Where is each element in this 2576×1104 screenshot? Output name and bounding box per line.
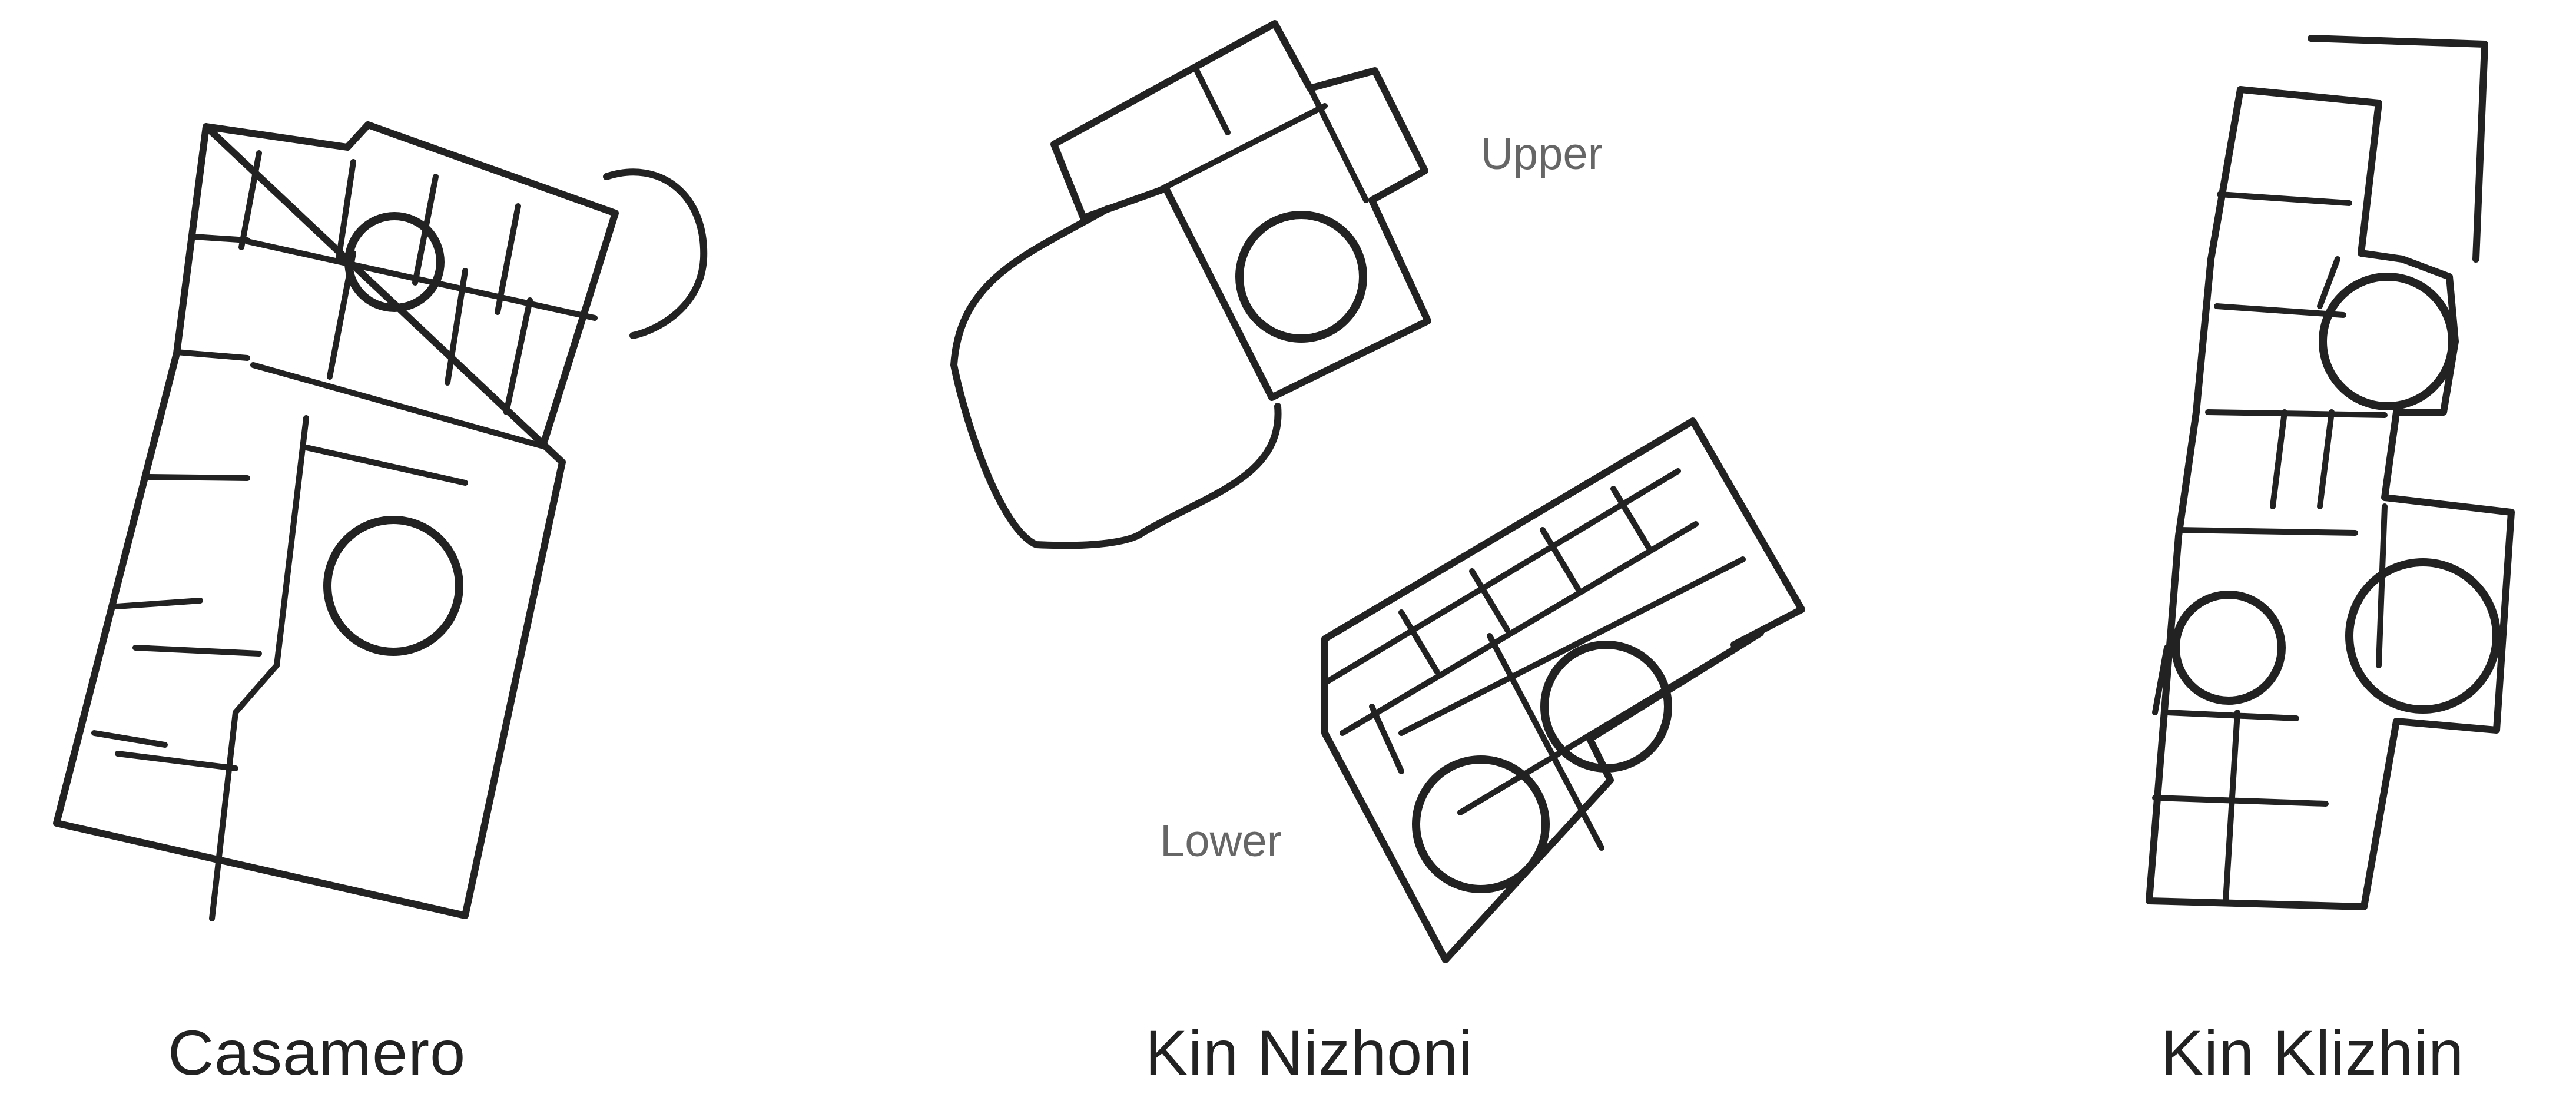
casamero-title: Casamero: [168, 1017, 466, 1088]
kin-nizhoni-lower-kiva-1: [1540, 641, 1672, 773]
kin-nizhoni-title: Kin Nizhoni: [1145, 1017, 1474, 1088]
kin-nizhoni-lower-kiva-2: [1412, 755, 1550, 893]
casamero-great-kiva: [323, 516, 463, 656]
kin-nizhoni-plan: [950, 20, 1805, 963]
kin-nizhoni-lower-unit: [1321, 417, 1805, 963]
casamero-small-kiva: [344, 212, 445, 312]
kin-klizhin-kiva-upper: [2319, 273, 2456, 410]
casamero-outer-wall: [53, 121, 619, 919]
kin-nizhoni-upper-unit: [950, 20, 1431, 549]
kin-klizhin-kiva-right: [2345, 558, 2501, 714]
casamero-room-block: [91, 150, 598, 921]
kin-klizhin-plan: [2146, 35, 2515, 910]
kin-klizhin-enclosure-wall: [2308, 35, 2488, 263]
casamero-arc-wall: [603, 168, 708, 339]
kin-klizhin-title: Kin Klizhin: [2161, 1017, 2465, 1088]
kin-klizhin-kiva-left: [2171, 591, 2286, 705]
kin-klizhin-outer-wall: [2146, 86, 2515, 910]
casamero-plan: [53, 121, 708, 921]
kin-nizhoni-upper-label: Upper: [1481, 129, 1603, 179]
kin-nizhoni-upper-kiva: [1235, 211, 1367, 343]
kin-nizhoni-lower-label: Lower: [1160, 816, 1282, 866]
